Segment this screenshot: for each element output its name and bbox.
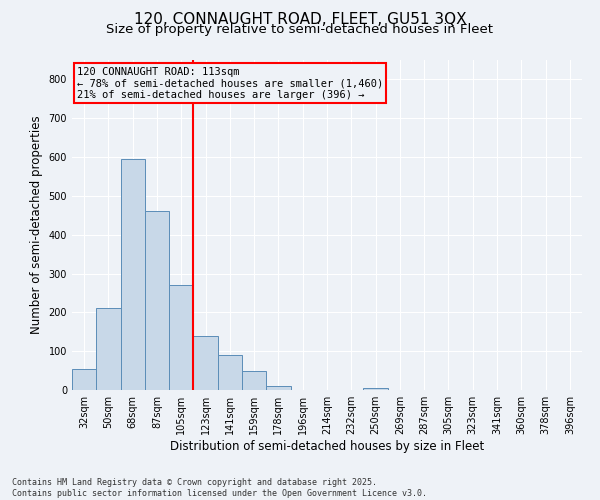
Bar [145,212,169,390]
Bar [218,355,242,390]
Bar [96,308,121,390]
Bar [364,388,388,390]
Bar [266,386,290,390]
X-axis label: Distribution of semi-detached houses by size in Fleet: Distribution of semi-detached houses by … [170,440,484,453]
Bar [72,368,96,390]
Bar [193,336,218,390]
Y-axis label: Number of semi-detached properties: Number of semi-detached properties [30,116,43,334]
Text: 120 CONNAUGHT ROAD: 113sqm
← 78% of semi-detached houses are smaller (1,460)
21%: 120 CONNAUGHT ROAD: 113sqm ← 78% of semi… [77,66,383,100]
Text: 120, CONNAUGHT ROAD, FLEET, GU51 3QX: 120, CONNAUGHT ROAD, FLEET, GU51 3QX [134,12,466,28]
Text: Size of property relative to semi-detached houses in Fleet: Size of property relative to semi-detach… [107,22,493,36]
Bar [242,370,266,390]
Bar [121,159,145,390]
Text: Contains HM Land Registry data © Crown copyright and database right 2025.
Contai: Contains HM Land Registry data © Crown c… [12,478,427,498]
Bar [169,285,193,390]
